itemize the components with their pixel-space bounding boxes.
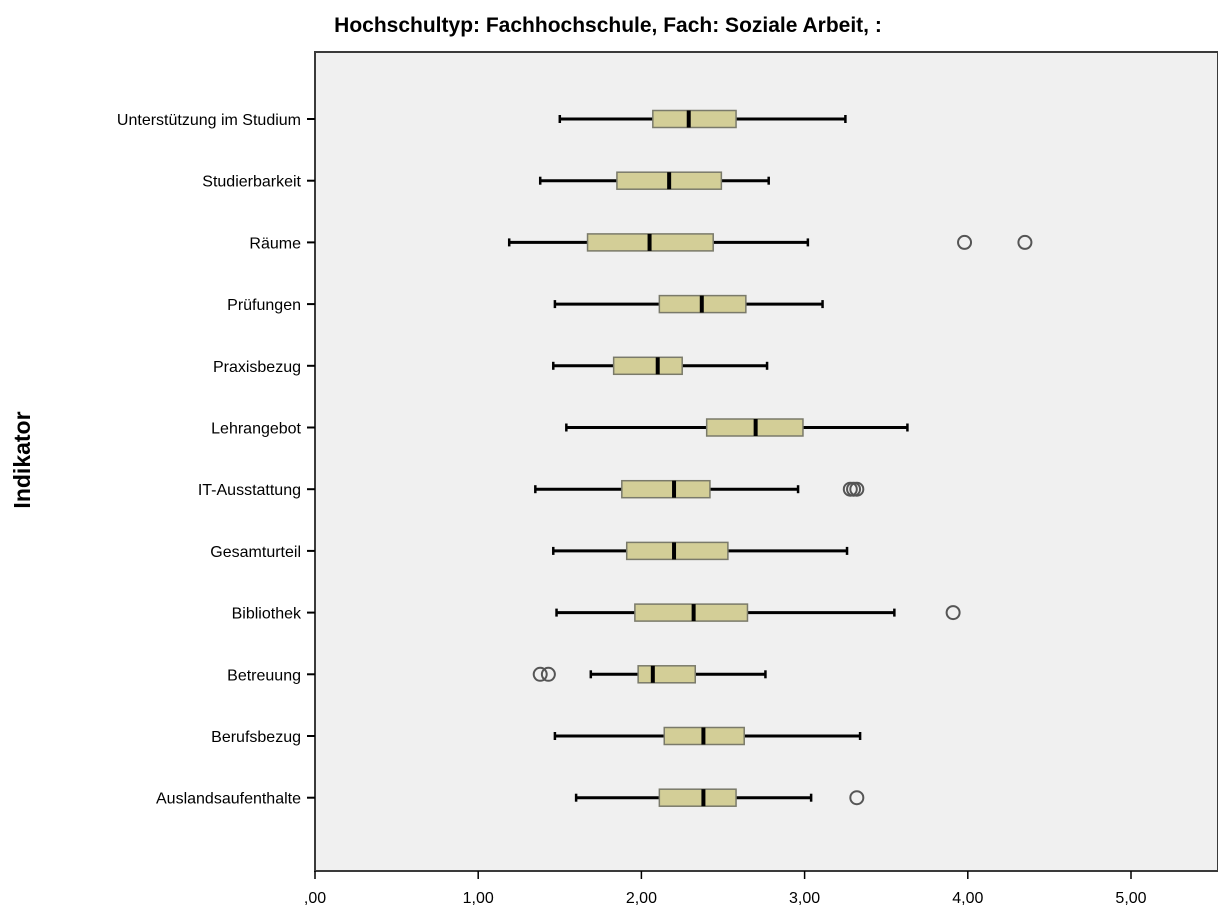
box-iqr: [612, 356, 683, 376]
x-tick-label: 1,00: [463, 890, 494, 907]
plot-area: [314, 51, 1218, 872]
chart-marks: ,00 1,00 2,00 3,00 4,00 5,00 Unterstützung im …: [117, 109, 1147, 907]
outlier-point: [849, 481, 865, 497]
category-label: Prüfungen: [227, 297, 301, 314]
box-iqr: [625, 541, 729, 561]
outlier-point: [849, 790, 865, 806]
outlier-point: [957, 234, 973, 250]
x-tick-label: 5,00: [1115, 890, 1146, 907]
category-label: Betreuung: [227, 667, 301, 684]
box-iqr: [658, 788, 737, 807]
box-iqr: [637, 665, 697, 684]
category-label: Räume: [249, 235, 301, 252]
box-iqr: [652, 109, 737, 129]
category-label: Auslandsaufenthalte: [156, 791, 301, 808]
category-label: Praxisbezug: [213, 359, 301, 376]
category-label: Gesamturteil: [210, 544, 301, 561]
x-tick-label: 2,00: [626, 890, 657, 907]
category-label: IT-Ausstattung: [198, 482, 301, 499]
box-iqr: [621, 479, 711, 499]
outlier-point: [532, 666, 548, 682]
outlier-point: [945, 605, 961, 621]
box-iqr: [634, 603, 749, 622]
outlier-point: [540, 666, 556, 682]
outlier-point: [1017, 234, 1033, 250]
category-label: Studierbarkeit: [202, 174, 301, 191]
y-axis-label: Indikator: [9, 411, 35, 508]
x-tick-label: 3,00: [789, 890, 820, 907]
chart-title: Hochschultyp: Fachhochschule, Fach: Sozi…: [334, 14, 882, 37]
x-tick-label: 4,00: [952, 890, 983, 907]
category-label: Unterstützung im Studium: [117, 112, 301, 129]
x-tick-label: ,00: [304, 890, 326, 907]
category-label: Bibliothek: [232, 606, 302, 623]
category-label: Lehrangebot: [211, 421, 301, 438]
category-label: Berufsbezug: [211, 729, 301, 746]
